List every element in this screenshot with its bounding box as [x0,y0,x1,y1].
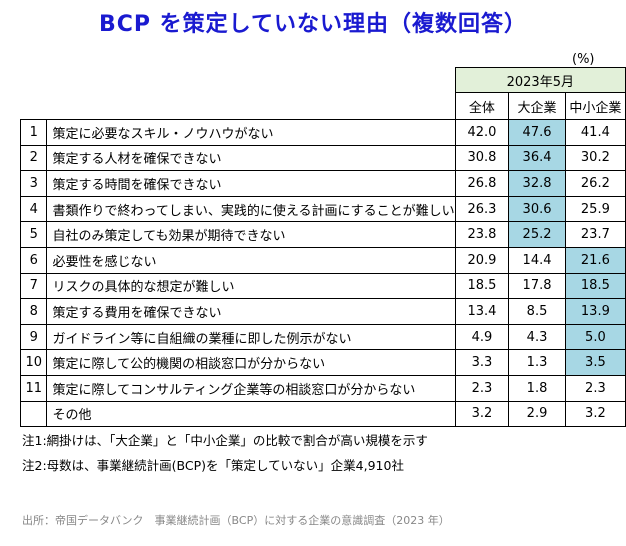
value-all: 2.3 [454,374,510,402]
column-header-large: 大企業 [508,92,566,120]
value-sme: 13.9 [564,298,626,325]
value-large: 25.2 [508,221,566,248]
value-sme: 5.0 [564,323,626,351]
value-sme: 21.6 [564,246,626,274]
table-row: 10 策定に際して公的機関の相談窓口が分からない 3.3 1.3 3.5 [19,349,626,376]
column-header-row: 全体 大企業 中小企業 [21,92,626,120]
note-2: 注2:母数は、事業継続計画(BCP)を「策定していない」企業4,910社 [22,458,404,473]
row-number: 11 [19,374,48,402]
note-1: 注1:網掛けは、「大企業」と「中小企業」の比較で割合が高い規模を示す [22,433,428,448]
value-large: 32.8 [508,170,566,197]
value-sme: 2.3 [564,374,626,402]
table-row: その他 3.2 2.9 3.2 [19,400,626,428]
value-all: 20.9 [454,246,510,274]
value-all: 3.2 [454,400,510,428]
row-label: 自社のみ策定しても効果が期待できない [46,221,456,248]
row-label: リスクの具体的な想定が難しい [46,272,456,300]
table-row: 6 必要性を感じない 20.9 14.4 21.6 [19,246,626,274]
row-number: 5 [19,221,48,248]
row-number: 3 [19,170,48,197]
row-number: 10 [19,349,48,376]
value-all: 13.4 [454,298,510,325]
value-all: 30.8 [454,144,510,172]
value-sme: 3.2 [564,400,626,428]
value-large: 14.4 [508,246,566,274]
value-sme: 26.2 [564,170,626,197]
row-label: 必要性を感じない [46,246,456,274]
row-label: その他 [46,400,456,428]
column-header-all: 全体 [454,92,510,120]
value-sme: 23.7 [564,221,626,248]
value-large: 2.9 [508,400,566,428]
value-large: 4.3 [508,323,566,351]
page-title: BCP を策定していない理由（複数回答） [98,12,528,37]
value-large: 1.3 [508,349,566,376]
value-all: 26.3 [454,195,510,223]
period-header-row: 2023年5月 [21,67,626,93]
value-large: 30.6 [508,195,566,223]
row-number: 9 [19,323,48,351]
value-sme: 3.5 [564,349,626,376]
value-all: 26.8 [454,170,510,197]
value-all: 18.5 [454,272,510,300]
source-credit: 出所：帝国データバンク 事業継続計画（BCP）に対する企業の意識調査（2023 … [22,514,450,527]
table-row: 11 策定に際してコンサルティング企業等の相談窓口が分からない 2.3 1.8 2.3 [19,374,626,402]
reasons-table: 2023年5月 全体 大企業 中小企業 1 策定に必要なスキル・ノウハウがない 42… [19,67,626,428]
table-row: 7 リスクの具体的な想定が難しい 18.5 17.8 18.5 [19,272,626,300]
row-number: 1 [19,119,48,146]
value-sme: 18.5 [564,272,626,300]
row-label: 策定に必要なスキル・ノウハウがない [46,119,456,146]
row-label: ガイドライン等に自組織の業種に即した例示がない [46,323,456,351]
value-large: 17.8 [508,272,566,300]
value-all: 4.9 [454,323,510,351]
column-header-sme: 中小企業 [564,92,626,120]
period-header: 2023年5月 [454,67,626,93]
table-row: 5 自社のみ策定しても効果が期待できない 23.8 25.2 23.7 [19,221,626,248]
row-label: 策定に際してコンサルティング企業等の相談窓口が分からない [46,374,456,402]
table-row: 2 策定する人材を確保できない 30.8 36.4 30.2 [19,144,626,172]
value-sme: 30.2 [564,144,626,172]
row-label: 策定する時間を確保できない [46,170,456,197]
value-sme: 25.9 [564,195,626,223]
value-large: 47.6 [508,119,566,146]
value-large: 1.8 [508,374,566,402]
table-row: 8 策定する費用を確保できない 13.4 8.5 13.9 [19,298,626,325]
row-label: 策定する人材を確保できない [46,144,456,172]
value-sme: 41.4 [564,119,626,146]
table-row: 9 ガイドライン等に自組織の業種に即した例示がない 4.9 4.3 5.0 [19,323,626,351]
row-number: 7 [19,272,48,300]
value-large: 36.4 [508,144,566,172]
row-number: 8 [19,298,48,325]
value-all: 3.3 [454,349,510,376]
row-number [19,400,48,428]
row-label: 書類作りで終わってしまい、実践的に使える計画にすることが難しい [46,195,456,223]
row-label: 策定する費用を確保できない [46,298,456,325]
row-number: 2 [19,144,48,172]
table-row: 3 策定する時間を確保できない 26.8 32.8 26.2 [19,170,626,197]
value-all: 42.0 [454,119,510,146]
row-label: 策定に際して公的機関の相談窓口が分からない [46,349,456,376]
row-number: 4 [19,195,48,223]
row-number: 6 [19,246,48,274]
unit-label: (%) [572,52,595,67]
value-large: 8.5 [508,298,566,325]
table-row: 1 策定に必要なスキル・ノウハウがない 42.0 47.6 41.4 [19,119,626,146]
value-all: 23.8 [454,221,510,248]
table-row: 4 書類作りで終わってしまい、実践的に使える計画にすることが難しい 26.3 30.6… [19,195,626,223]
